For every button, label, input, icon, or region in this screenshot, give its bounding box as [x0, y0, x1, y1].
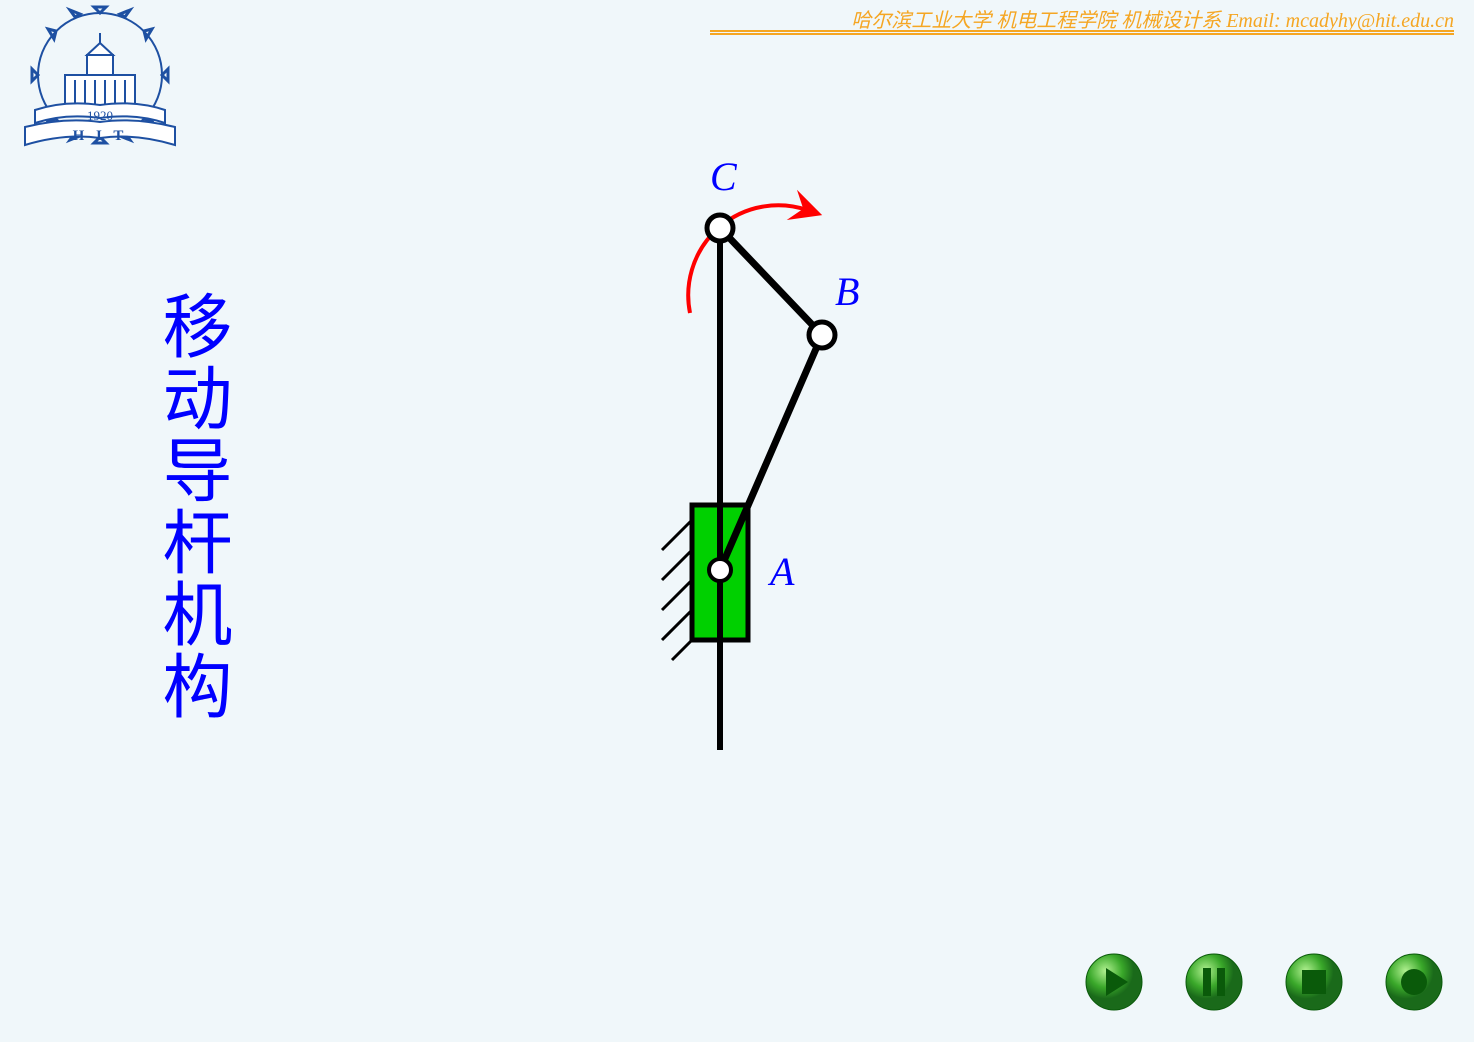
label-a: A: [767, 549, 795, 594]
play-button[interactable]: [1084, 952, 1144, 1012]
header-divider: [710, 30, 1454, 35]
stop-button[interactable]: [1284, 952, 1344, 1012]
header-text: 哈尔滨工业大学 机电工程学院 机械设计系 Email: mcadyhy@hit.…: [851, 4, 1454, 33]
playback-controls: [1084, 952, 1444, 1012]
hit-logo: 1920 H I T: [5, 5, 195, 160]
label-b: B: [835, 269, 859, 314]
record-button[interactable]: [1384, 952, 1444, 1012]
logo-year: 1920: [87, 108, 113, 123]
joint-c: [707, 215, 733, 241]
link-cb: [720, 228, 822, 335]
joint-a: [709, 559, 731, 581]
pause-button[interactable]: [1184, 952, 1244, 1012]
mechanism-diagram: C B A: [560, 150, 1010, 800]
page-title: 移动导杆机构: [140, 290, 241, 722]
link-ba: [720, 335, 822, 570]
logo-letters: H I T: [73, 128, 128, 144]
ground-hatch: [662, 505, 692, 660]
joint-b: [809, 322, 835, 348]
label-c: C: [710, 154, 738, 199]
